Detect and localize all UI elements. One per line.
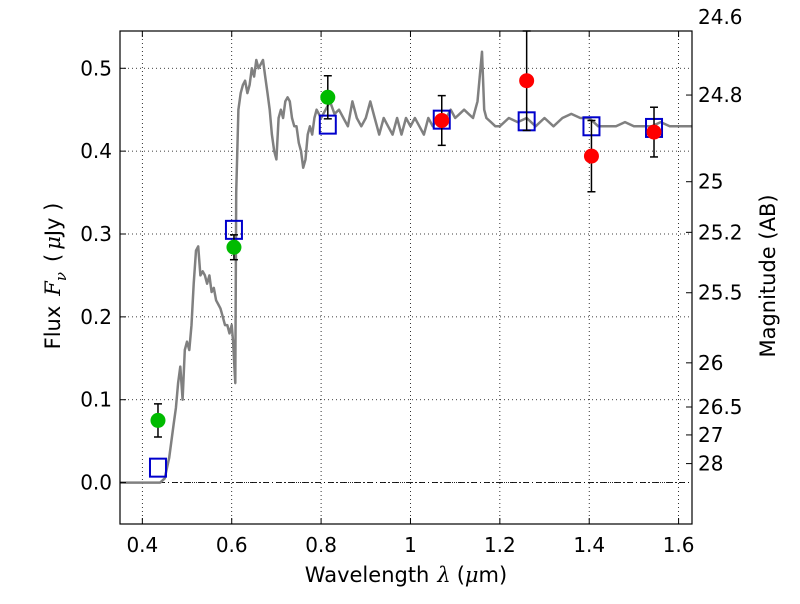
observed_green-point-0: [150, 403, 166, 438]
x-tick-label-4: 1.2: [484, 533, 516, 557]
y2-tick-label-0: 24.6: [698, 5, 743, 29]
x-tick-label-5: 1.4: [573, 533, 605, 557]
observed_red-point-1: [519, 30, 535, 132]
y-axis-title-prefix: Flux: [41, 306, 65, 350]
observed_green-point-1: [226, 234, 242, 261]
marker: [583, 148, 599, 164]
y2-tick-label-6: 26.5: [698, 395, 743, 419]
y-tick-label-5: 0.5: [80, 56, 112, 80]
x-tick-label-3: 1: [404, 533, 417, 557]
observed_green-point-2: [320, 74, 336, 120]
axes-frame: [119, 30, 693, 525]
y-tick-label-4: 0.4: [80, 139, 112, 163]
marker: [226, 239, 242, 255]
model-spectrum-line: [120, 50, 692, 484]
y2-tick-label-4: 25.5: [698, 281, 743, 305]
data-layer: [120, 30, 692, 484]
x-axis-unit-rest: m): [479, 563, 508, 587]
y2-tick-label-8: 28: [698, 452, 723, 476]
marker: [150, 412, 166, 428]
x-axis-unit-open: (: [457, 563, 465, 587]
y2-tick-label-3: 25.2: [698, 220, 743, 244]
marker: [519, 73, 535, 89]
y-axis-unit-rest: Jy ): [41, 203, 65, 239]
y2-tick-label-2: 25: [698, 170, 723, 194]
secondary-y-axis-title: Magnitude (AB): [756, 194, 780, 357]
y2-tick-label-5: 26: [698, 351, 723, 375]
marker: [320, 89, 336, 105]
x-axis-unit-mu: μ: [465, 563, 479, 587]
y-axis-subscript: ν: [52, 272, 70, 281]
observed_red-point-0: [434, 94, 450, 147]
plot-frame: [119, 30, 693, 525]
observed_red-point-2: [583, 119, 599, 193]
y-tick-label-1: 0.1: [80, 388, 112, 412]
y-tick-label-0: 0.0: [80, 471, 112, 495]
tick-labels: 0.4 0.6 0.8 1 1.2 1.4 1.6 0.0 0.1 0.2 0.3 0.4 0.5 24.…: [80, 5, 742, 557]
y-tick-label-2: 0.2: [80, 305, 112, 329]
y-axis-unit-mu: μ: [41, 236, 65, 250]
marker: [434, 112, 450, 128]
observed_red-point-3: [646, 106, 662, 158]
x-tick-label-0: 0.4: [126, 533, 158, 557]
y-tick-label-3: 0.3: [80, 222, 112, 246]
x-axis-symbol: λ: [436, 563, 450, 587]
model-bandpass-point-0: [148, 457, 167, 478]
marker: [646, 124, 662, 140]
y-axis-symbol: F: [41, 280, 65, 297]
x-tick-label-6: 1.6: [663, 533, 695, 557]
y2-tick-label-1: 24.8: [698, 83, 743, 107]
y-axis-unit-open: (: [41, 254, 65, 262]
y2-tick-label-7: 27: [698, 423, 723, 447]
x-axis-title-prefix: Wavelength: [305, 563, 430, 587]
x-tick-label-2: 0.8: [305, 533, 337, 557]
y-axis-title: Flux Fν ( μJy ): [41, 203, 70, 350]
x-tick-label-1: 0.6: [216, 533, 248, 557]
x-axis-title: Wavelength λ (μm): [305, 563, 507, 587]
